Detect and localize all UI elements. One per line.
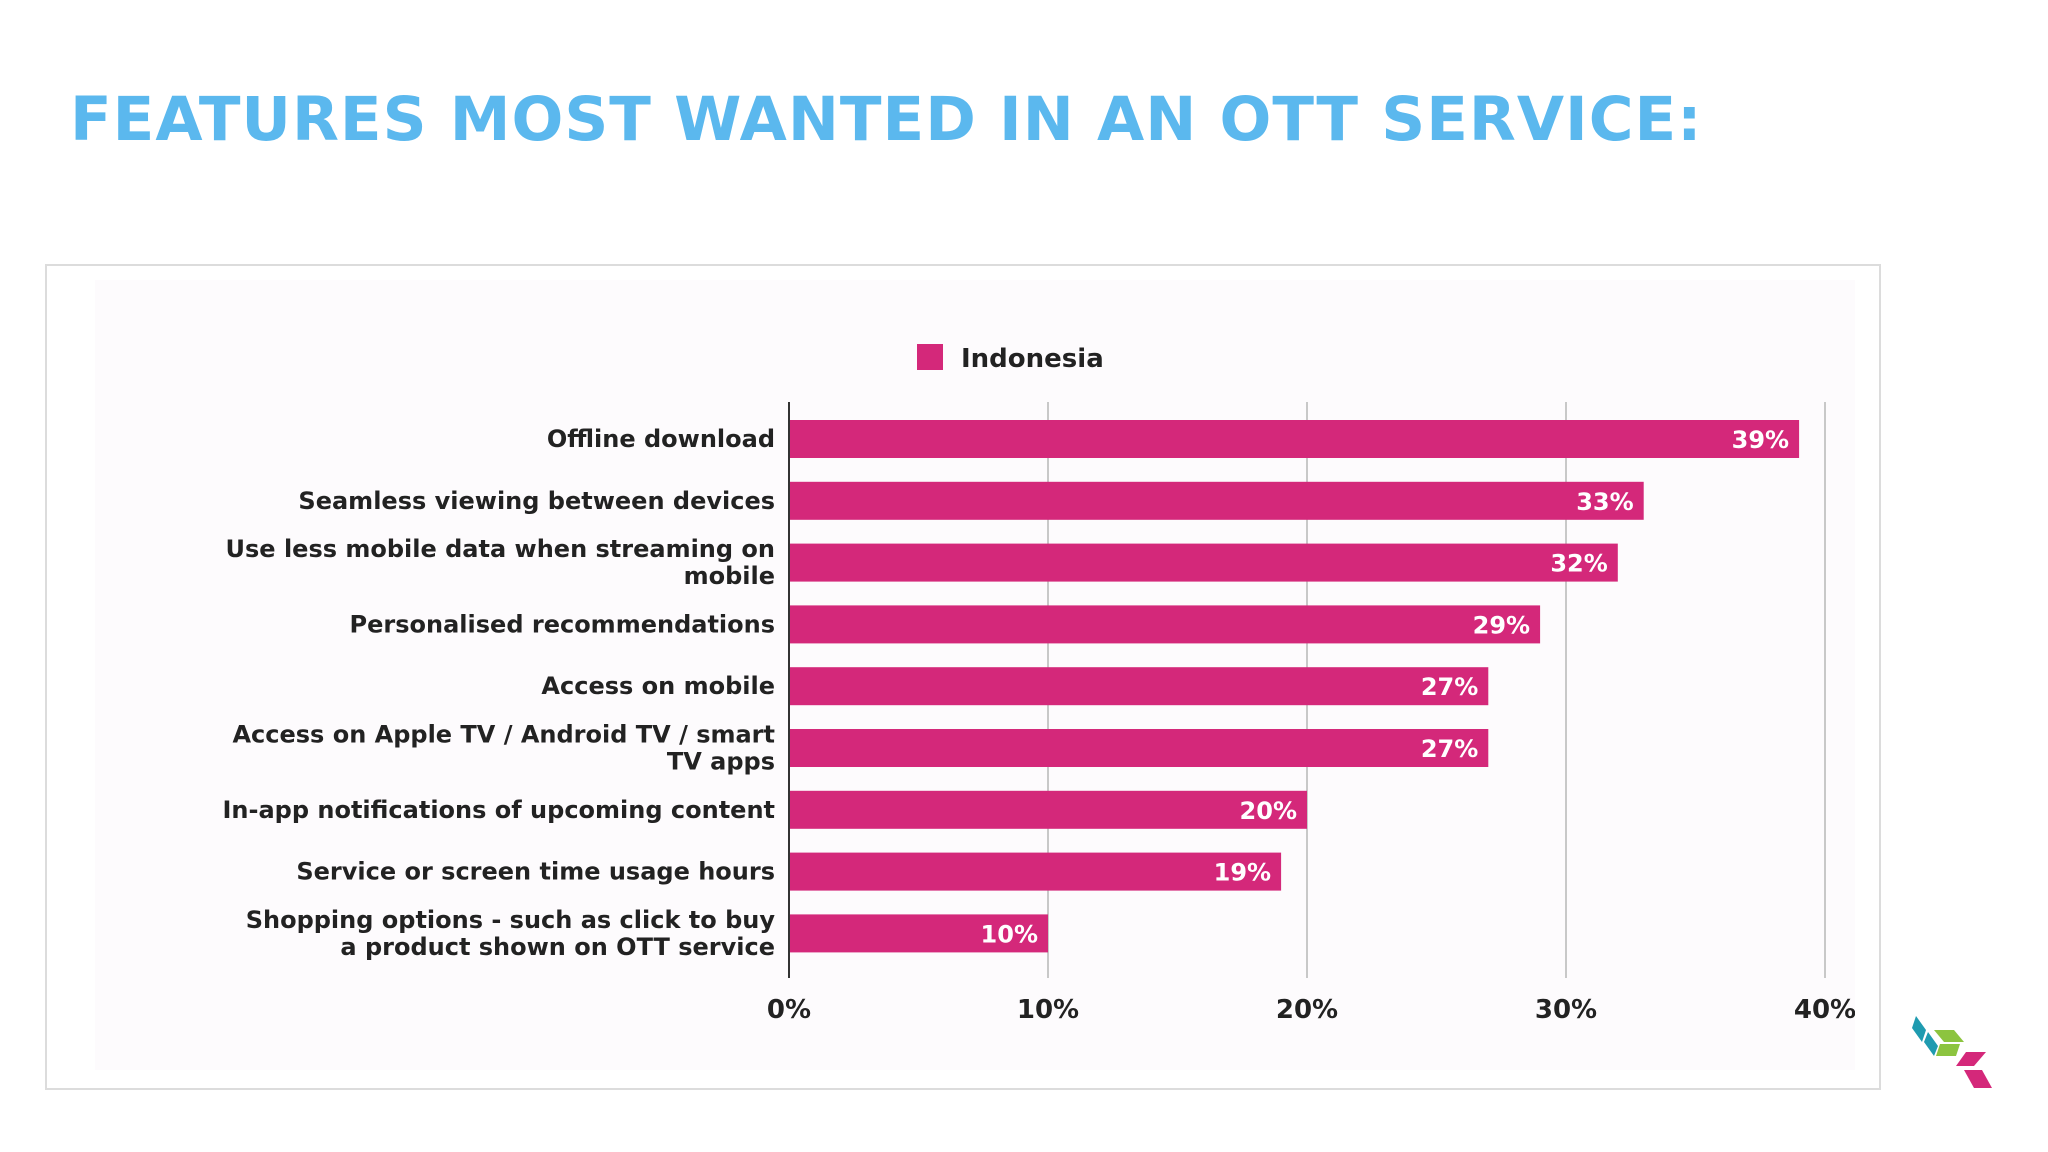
logo-green-shape-2: [1936, 1044, 1960, 1056]
data-label: 27%: [1421, 735, 1478, 763]
x-tick-label: 20%: [1276, 995, 1338, 1025]
chart-frame: Indonesia 39% Offline download 33% Seamless …: [45, 264, 1881, 1090]
legend-swatch: [917, 344, 943, 370]
bar-chart: Indonesia 39% Offline download 33% Seamless …: [222, 344, 1855, 1025]
category-label: Shopping options - such as click to buy a…: [246, 906, 776, 961]
chart-area: Indonesia 39% Offline download 33% Seamless …: [95, 280, 1855, 1070]
legend-label: Indonesia: [961, 344, 1104, 374]
logo-green-shape: [1934, 1030, 1964, 1042]
data-label: 29%: [1473, 611, 1530, 639]
data-label: 20%: [1240, 797, 1297, 825]
logo-pink-shape: [1956, 1052, 1986, 1066]
category-label: Service or screen time usage hours: [296, 858, 775, 886]
bar: [789, 790, 1307, 829]
data-label: 33%: [1576, 488, 1633, 516]
data-label: 39%: [1732, 426, 1789, 454]
category-label: Offline download: [547, 425, 775, 453]
data-label: 32%: [1550, 550, 1607, 578]
category-label: Access on mobile: [541, 672, 775, 700]
logo-pink-shape-2: [1964, 1070, 1992, 1088]
x-tick-label: 10%: [1017, 995, 1079, 1025]
x-tick-label: 40%: [1794, 995, 1855, 1025]
stacked-cubes-logo-icon: [1912, 1016, 1992, 1088]
category-label: Access on Apple TV / Android TV / smart T…: [232, 721, 775, 776]
category-label: Use less mobile data when streaming on mo…: [226, 535, 775, 590]
bar: [789, 543, 1618, 582]
data-label: 19%: [1214, 859, 1271, 887]
x-tick-label: 30%: [1535, 995, 1597, 1025]
category-label: Personalised recommendations: [350, 610, 775, 638]
page-title: FEATURES MOST WANTED IN AN OTT SERVICE:: [70, 84, 1703, 155]
category-label: In-app notifications of upcoming content: [222, 796, 775, 824]
bar: [789, 420, 1800, 458]
x-tick-label: 0%: [767, 995, 811, 1025]
bar: [789, 914, 1048, 953]
logo-teal-shape-2: [1924, 1032, 1938, 1056]
data-label: 10%: [981, 920, 1038, 948]
bar: [789, 605, 1541, 644]
bar: [789, 667, 1489, 706]
data-label: 27%: [1421, 673, 1478, 701]
bar: [789, 729, 1489, 767]
bar: [789, 852, 1282, 891]
category-label: Seamless viewing between devices: [298, 487, 775, 515]
bar: [789, 481, 1644, 520]
logo-teal-shape: [1912, 1016, 1926, 1042]
